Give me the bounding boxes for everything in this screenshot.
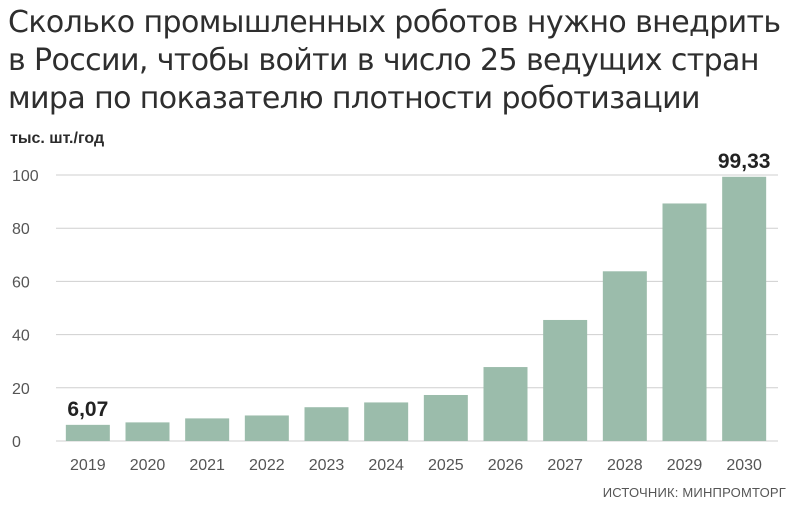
title-line-1: Сколько промышленных роботов нужно внедр… bbox=[8, 5, 781, 40]
bar-2019 bbox=[65, 424, 110, 441]
bar-2025 bbox=[423, 394, 468, 441]
x-tick-label-2029: 2029 bbox=[667, 457, 703, 474]
bar-2020 bbox=[125, 422, 170, 441]
x-tick-label-2023: 2023 bbox=[309, 457, 345, 474]
bar-2029 bbox=[662, 203, 707, 441]
title-line-3: мира по показателю плотности роботизации bbox=[8, 81, 700, 116]
x-tick-label-2020: 2020 bbox=[130, 457, 166, 474]
y-tick-label-100: 100 bbox=[12, 168, 39, 185]
bar-2024 bbox=[364, 402, 409, 441]
source-note: ИСТОЧНИК: МИНПРОМТОРГ bbox=[602, 485, 786, 500]
data-label-2030: 99,33 bbox=[718, 150, 771, 173]
chart-title: Сколько промышленных роботов нужно внедр… bbox=[8, 4, 792, 118]
x-tick-label-2028: 2028 bbox=[607, 457, 643, 474]
bar-2027 bbox=[543, 319, 588, 441]
x-tick-label-2026: 2026 bbox=[488, 457, 524, 474]
bar-2023 bbox=[304, 407, 349, 441]
data-label-2019: 6,07 bbox=[67, 398, 108, 421]
y-tick-label-60: 60 bbox=[12, 274, 30, 291]
x-tick-label-2027: 2027 bbox=[547, 457, 583, 474]
x-tick-label-2025: 2025 bbox=[428, 457, 464, 474]
bar-2021 bbox=[185, 418, 230, 441]
y-tick-label-40: 40 bbox=[12, 328, 30, 345]
title-line-2: в России, чтобы войти в число 25 ведущих… bbox=[8, 43, 759, 78]
x-tick-label-2024: 2024 bbox=[368, 457, 404, 474]
x-tick-label-2022: 2022 bbox=[249, 457, 285, 474]
bar-2022 bbox=[244, 415, 289, 441]
y-axis-unit-label: тыс. шт./год bbox=[10, 130, 105, 147]
y-tick-label-20: 20 bbox=[12, 381, 30, 398]
bar-2026 bbox=[483, 367, 528, 441]
x-tick-label-2019: 2019 bbox=[70, 457, 106, 474]
x-tick-label-2030: 2030 bbox=[726, 457, 762, 474]
bar-2030 bbox=[722, 176, 767, 441]
y-tick-label-0: 0 bbox=[12, 434, 21, 451]
x-tick-label-2021: 2021 bbox=[189, 457, 225, 474]
y-tick-label-80: 80 bbox=[12, 221, 30, 238]
bar-2028 bbox=[602, 271, 647, 441]
